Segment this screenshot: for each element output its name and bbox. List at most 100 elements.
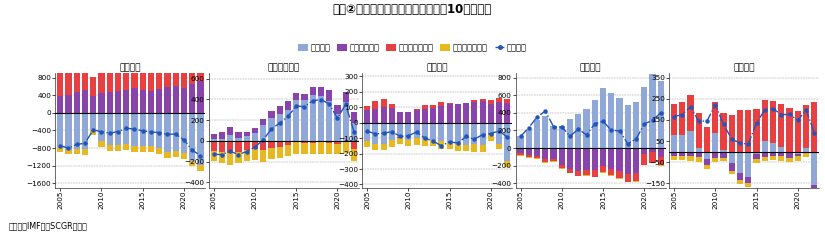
Bar: [526, 129, 532, 148]
Bar: [372, 123, 379, 144]
Bar: [496, 98, 502, 102]
Bar: [567, 169, 573, 173]
Bar: [695, 113, 702, 148]
Bar: [526, 155, 532, 157]
Bar: [405, 123, 412, 140]
Bar: [181, 88, 187, 113]
Bar: [235, 152, 242, 163]
Bar: [695, 148, 702, 152]
Bar: [65, 95, 72, 113]
Bar: [268, 111, 275, 117]
Bar: [728, 171, 735, 175]
Bar: [276, 106, 283, 113]
Bar: [189, 65, 196, 84]
Bar: [517, 153, 524, 155]
Bar: [57, 72, 64, 96]
Text: （出所：IMFよりSCGR作成）: （出所：IMFよりSCGR作成）: [8, 222, 87, 231]
Bar: [679, 102, 686, 135]
Bar: [98, 113, 105, 141]
Bar: [148, 146, 154, 151]
Bar: [293, 93, 299, 100]
Bar: [397, 138, 403, 144]
Bar: [413, 109, 420, 110]
Bar: [172, 86, 179, 113]
Bar: [65, 113, 72, 150]
Bar: [496, 102, 502, 123]
Bar: [430, 123, 436, 140]
Bar: [695, 152, 702, 157]
Bar: [285, 141, 291, 145]
Bar: [197, 165, 204, 171]
Bar: [658, 165, 664, 166]
Bar: [488, 123, 494, 135]
Bar: [704, 159, 710, 164]
Bar: [786, 158, 793, 162]
Bar: [82, 113, 88, 150]
Bar: [351, 141, 357, 149]
Bar: [608, 175, 615, 176]
Bar: [534, 156, 540, 158]
Bar: [761, 157, 768, 161]
Bar: [712, 102, 719, 133]
Bar: [210, 134, 217, 139]
Bar: [679, 156, 686, 160]
Bar: [778, 104, 785, 147]
Bar: [745, 152, 752, 177]
Bar: [372, 109, 379, 123]
Bar: [517, 155, 524, 157]
Bar: [534, 158, 540, 159]
Bar: [148, 113, 154, 146]
Bar: [534, 148, 540, 156]
Bar: [542, 116, 549, 148]
Bar: [219, 152, 225, 163]
Bar: [704, 127, 710, 152]
Bar: [189, 161, 196, 166]
Bar: [164, 113, 171, 151]
Bar: [210, 139, 217, 141]
Bar: [260, 119, 266, 125]
Bar: [219, 139, 225, 141]
Bar: [649, 74, 656, 148]
Bar: [778, 157, 785, 161]
Bar: [276, 113, 283, 141]
Bar: [616, 178, 623, 179]
Text: 図表②　主要国・地域の経常収支（10億ドル）: 図表② 主要国・地域の経常収支（10億ドル）: [332, 3, 493, 17]
Bar: [364, 141, 370, 147]
Bar: [57, 147, 64, 152]
Bar: [583, 175, 590, 176]
Bar: [326, 141, 332, 143]
Bar: [210, 151, 217, 161]
Bar: [57, 113, 64, 147]
Bar: [389, 104, 395, 108]
Bar: [422, 109, 428, 123]
Bar: [720, 158, 727, 161]
Bar: [164, 63, 171, 87]
Bar: [471, 100, 478, 102]
Bar: [243, 132, 250, 136]
Bar: [252, 150, 258, 160]
Bar: [649, 152, 656, 163]
Bar: [172, 113, 179, 151]
Bar: [559, 148, 565, 165]
Bar: [82, 62, 88, 90]
Bar: [372, 101, 379, 109]
Bar: [608, 93, 615, 148]
Bar: [318, 141, 324, 142]
Bar: [106, 113, 113, 145]
Bar: [438, 123, 445, 141]
Bar: [276, 141, 283, 147]
Bar: [334, 114, 341, 141]
Title: ＜日本＞: ＜日本＞: [733, 64, 755, 73]
Bar: [139, 66, 146, 90]
Bar: [90, 130, 97, 135]
Bar: [227, 153, 233, 164]
Bar: [181, 70, 187, 88]
Bar: [542, 148, 549, 159]
Bar: [148, 91, 154, 113]
Bar: [73, 113, 80, 149]
Bar: [728, 163, 735, 171]
Bar: [811, 194, 818, 198]
Bar: [227, 127, 233, 135]
Bar: [542, 161, 549, 163]
Bar: [364, 110, 370, 123]
